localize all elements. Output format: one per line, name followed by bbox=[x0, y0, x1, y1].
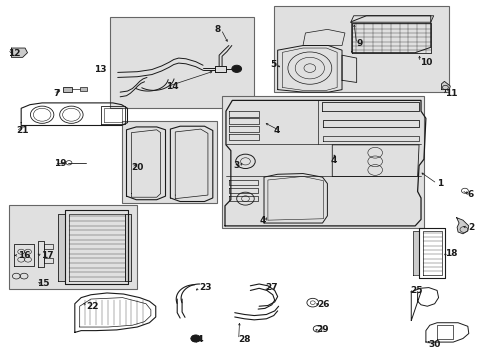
Text: 21: 21 bbox=[16, 126, 29, 135]
Circle shape bbox=[190, 335, 200, 342]
Text: 24: 24 bbox=[190, 335, 203, 344]
Text: 28: 28 bbox=[238, 335, 251, 344]
Text: 17: 17 bbox=[41, 251, 53, 260]
Text: 10: 10 bbox=[419, 58, 431, 67]
Circle shape bbox=[231, 65, 241, 72]
Polygon shape bbox=[456, 218, 468, 234]
Text: 15: 15 bbox=[37, 279, 50, 288]
Text: 4: 4 bbox=[273, 126, 279, 135]
Text: 2: 2 bbox=[467, 223, 473, 232]
Text: 20: 20 bbox=[131, 163, 143, 172]
Polygon shape bbox=[441, 81, 449, 90]
Text: 8: 8 bbox=[214, 25, 221, 34]
Text: 12: 12 bbox=[8, 49, 20, 58]
Text: 23: 23 bbox=[199, 283, 212, 292]
Polygon shape bbox=[215, 66, 225, 72]
Text: 19: 19 bbox=[54, 159, 67, 168]
Bar bbox=[9, 205, 137, 289]
Polygon shape bbox=[11, 48, 27, 57]
Polygon shape bbox=[412, 231, 418, 275]
Text: 3: 3 bbox=[233, 161, 239, 170]
Text: 13: 13 bbox=[94, 65, 106, 74]
Text: 25: 25 bbox=[409, 286, 422, 295]
Text: 9: 9 bbox=[356, 39, 362, 48]
Bar bbox=[273, 6, 448, 92]
Polygon shape bbox=[58, 214, 65, 281]
Text: 16: 16 bbox=[18, 251, 30, 260]
Text: 5: 5 bbox=[269, 60, 276, 69]
Text: 4: 4 bbox=[330, 156, 336, 165]
Text: 7: 7 bbox=[53, 89, 60, 98]
Text: 1: 1 bbox=[436, 179, 443, 188]
Text: 11: 11 bbox=[445, 89, 457, 98]
Text: 4: 4 bbox=[259, 216, 265, 225]
Text: 18: 18 bbox=[445, 249, 457, 258]
Text: 29: 29 bbox=[316, 325, 328, 334]
Text: 27: 27 bbox=[265, 283, 278, 292]
Text: 22: 22 bbox=[86, 302, 98, 311]
Bar bbox=[122, 121, 216, 203]
Text: 26: 26 bbox=[317, 300, 329, 309]
Bar bbox=[63, 87, 72, 92]
Bar bbox=[221, 96, 423, 228]
Bar bbox=[110, 17, 254, 108]
Text: 14: 14 bbox=[166, 82, 179, 91]
Polygon shape bbox=[124, 214, 131, 281]
Text: 6: 6 bbox=[467, 190, 473, 199]
Bar bbox=[80, 87, 87, 91]
Text: 30: 30 bbox=[428, 341, 440, 350]
